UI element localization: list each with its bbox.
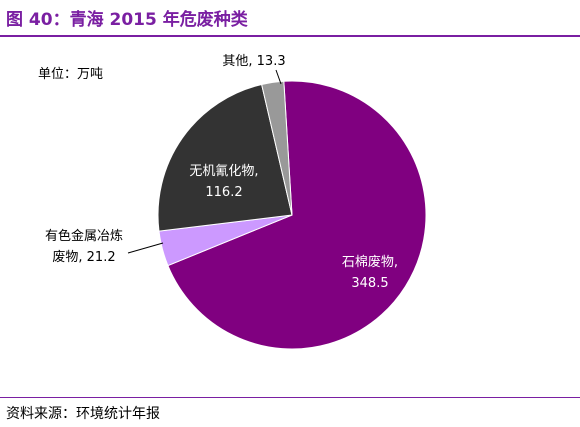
slice-label-3-line-0: 其他, 13.3 xyxy=(222,54,285,69)
slice-label-0-line-0: 石棉废物, xyxy=(342,254,398,270)
pie-slice-0 xyxy=(167,80,427,350)
slice-label-1-line-1: 废物, 21.2 xyxy=(52,249,115,265)
slice-label-1-line-0: 有色金属冶炼 xyxy=(45,228,123,244)
title-divider xyxy=(0,35,580,37)
leader-line-1 xyxy=(127,242,164,254)
source-note: 资料来源：环境统计年报 xyxy=(6,406,160,422)
pie-slice-2 xyxy=(157,83,293,232)
source-divider xyxy=(0,397,580,398)
chart-title: 图 40：青海 2015 年危废种类 xyxy=(6,10,248,30)
pie-slice-3 xyxy=(261,80,293,216)
slice-label-0-line-1: 348.5 xyxy=(351,276,388,291)
slice-label-2-line-1: 116.2 xyxy=(205,185,242,200)
slice-label-2-line-0: 无机氰化物, xyxy=(189,163,258,179)
unit-label: 单位：万吨 xyxy=(38,67,104,82)
leader-line-3 xyxy=(275,69,282,85)
